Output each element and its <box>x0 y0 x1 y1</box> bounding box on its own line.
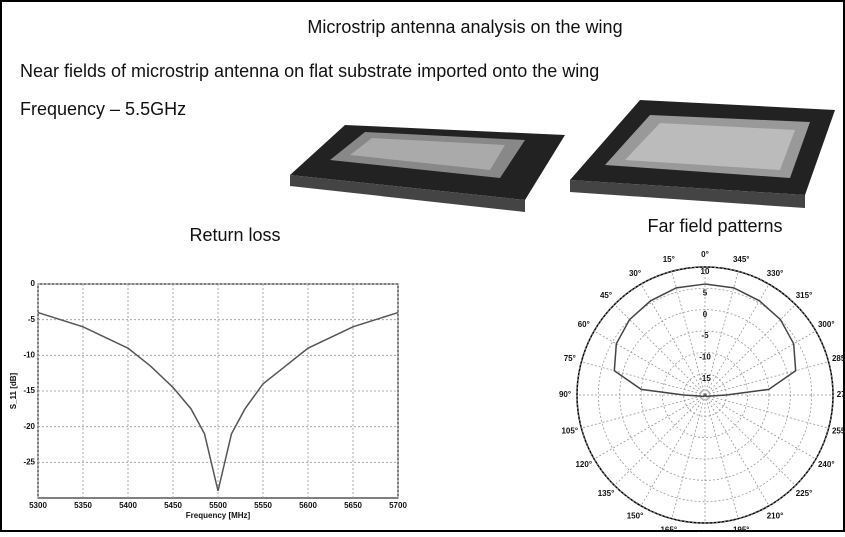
r-tick-label: -10 <box>699 352 711 361</box>
theta-tick-label: 30° <box>629 269 641 278</box>
theta-tick-label: 210° <box>767 511 784 520</box>
theta-tick-label: 285° <box>832 354 845 363</box>
grid-spoke <box>671 394 706 519</box>
y-tick-label: -5 <box>28 315 36 324</box>
grid-spoke <box>581 361 706 396</box>
y-tick-label: -15 <box>23 386 35 395</box>
theta-tick-label: 270° <box>837 390 845 399</box>
grid-spoke <box>614 304 706 396</box>
y-axis-label: S_11 [dB] <box>9 372 18 409</box>
theta-tick-label: 315° <box>796 291 813 300</box>
theta-tick-label: 225° <box>796 489 813 498</box>
theta-tick-label: 45° <box>600 291 612 300</box>
x-tick-label: 5650 <box>344 501 362 510</box>
grid-spoke <box>704 330 817 396</box>
grid-spoke <box>581 394 706 429</box>
x-tick-label: 5500 <box>209 501 227 510</box>
chart-title: Return loss <box>189 225 280 245</box>
grid-spoke <box>704 394 829 429</box>
grid-spoke <box>593 394 706 460</box>
theta-tick-label: 135° <box>598 489 615 498</box>
theta-tick-label: 60° <box>578 320 590 329</box>
x-tick-label: 5400 <box>119 501 137 510</box>
theta-tick-label: 165° <box>660 525 677 532</box>
x-tick-label: 5700 <box>389 501 407 510</box>
theta-tick-label: 255° <box>832 426 845 435</box>
grid-spoke <box>640 283 706 396</box>
grid-spoke <box>704 394 770 507</box>
theta-tick-label: 0° <box>701 250 709 259</box>
grid-spoke <box>614 394 706 486</box>
pattern-line <box>613 283 797 398</box>
theta-tick-label: 300° <box>818 320 835 329</box>
antenna-image-1 <box>290 125 565 212</box>
x-tick-label: 5300 <box>29 501 47 510</box>
grid-ring <box>576 266 834 524</box>
grid-spoke <box>704 394 796 486</box>
grid-spoke <box>704 304 796 396</box>
return-loss-line <box>37 311 399 492</box>
x-tick-label: 5600 <box>299 501 317 510</box>
chart-title: Far field patterns <box>647 216 782 236</box>
antenna-image-2 <box>570 100 835 208</box>
r-tick-label: -5 <box>701 331 709 340</box>
theta-tick-label: 150° <box>627 511 644 520</box>
grid-spoke <box>671 271 706 396</box>
y-tick-label: -25 <box>23 457 35 466</box>
subtitle: Near fields of microstrip antenna on fla… <box>20 61 599 81</box>
theta-tick-label: 75° <box>564 354 576 363</box>
y-tick-label: -20 <box>23 422 35 431</box>
y-tick-label: 0 <box>31 279 36 288</box>
r-tick-label: 10 <box>701 267 710 276</box>
grid-spoke <box>640 394 706 507</box>
theta-tick-label: 15° <box>663 255 675 264</box>
grid-spoke <box>704 394 817 460</box>
x-axis-label: Frequency [MHz] <box>186 511 251 520</box>
r-tick-label: 5 <box>703 288 708 297</box>
y-tick-label: -10 <box>23 350 35 359</box>
theta-tick-label: 240° <box>818 460 835 469</box>
theta-tick-label: 105° <box>561 426 578 435</box>
grid-spoke <box>593 330 706 396</box>
theta-tick-label: 120° <box>575 460 592 469</box>
grid-spoke <box>704 271 739 396</box>
frequency: Frequency – 5.5GHz <box>20 99 186 119</box>
theta-tick-label: 330° <box>767 269 784 278</box>
theta-tick-label: 345° <box>733 255 750 264</box>
theta-tick-label: 195° <box>733 525 750 532</box>
grid-spoke <box>704 394 739 519</box>
slide-title: Microstrip antenna analysis on the wing <box>307 17 622 37</box>
grid-ring <box>597 287 813 503</box>
x-tick-label: 5450 <box>164 501 182 510</box>
grid-ring <box>661 351 749 439</box>
grid-spoke <box>704 283 770 396</box>
x-tick-label: 5350 <box>74 501 92 510</box>
x-tick-label: 5550 <box>254 501 272 510</box>
theta-tick-label: 90° <box>559 390 571 399</box>
grid-spoke <box>704 361 829 396</box>
